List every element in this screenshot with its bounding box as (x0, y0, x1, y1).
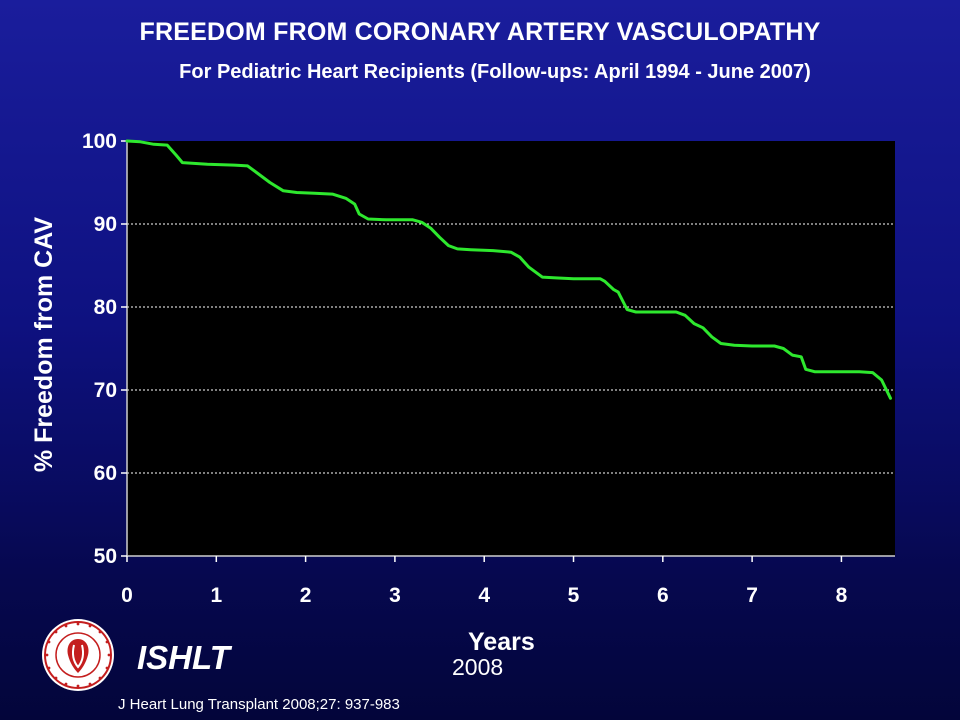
y-tick-label-70: 70 (94, 379, 117, 402)
plot-area (127, 141, 895, 556)
x-axis-label: Years (468, 628, 535, 656)
y-tick-label-60: 60 (94, 462, 117, 485)
series-line-0 (125, 139, 892, 400)
y-tick-label-50: 50 (94, 545, 117, 568)
x-tick-label-0: 0 (121, 584, 133, 607)
y-axis-label: % Freedom from CAV (30, 217, 58, 472)
x-tick-label-5: 5 (568, 584, 580, 607)
org-name: ISHLT (137, 639, 230, 676)
x-tick-label-4: 4 (478, 584, 490, 607)
citation: J Heart Lung Transplant 2008;27: 937-983 (118, 696, 400, 713)
report-year: 2008 (452, 654, 504, 680)
chart-title: FREEDOM FROM CORONARY ARTERY VASCULOPATH… (139, 18, 821, 46)
x-tick-label-1: 1 (210, 584, 222, 607)
ishlt-seal-icon (42, 619, 114, 691)
y-tick-label-80: 80 (94, 296, 117, 319)
chart-subtitle: For Pediatric Heart Recipients (Follow-u… (179, 61, 811, 83)
x-tick-label-6: 6 (657, 584, 669, 607)
x-tick-label-2: 2 (300, 584, 312, 607)
y-tick-label-90: 90 (94, 213, 117, 236)
x-tick-label-3: 3 (389, 584, 401, 607)
x-tick-label-7: 7 (746, 584, 758, 607)
y-tick-label-100: 100 (82, 130, 117, 153)
x-tick-label-8: 8 (836, 584, 848, 607)
